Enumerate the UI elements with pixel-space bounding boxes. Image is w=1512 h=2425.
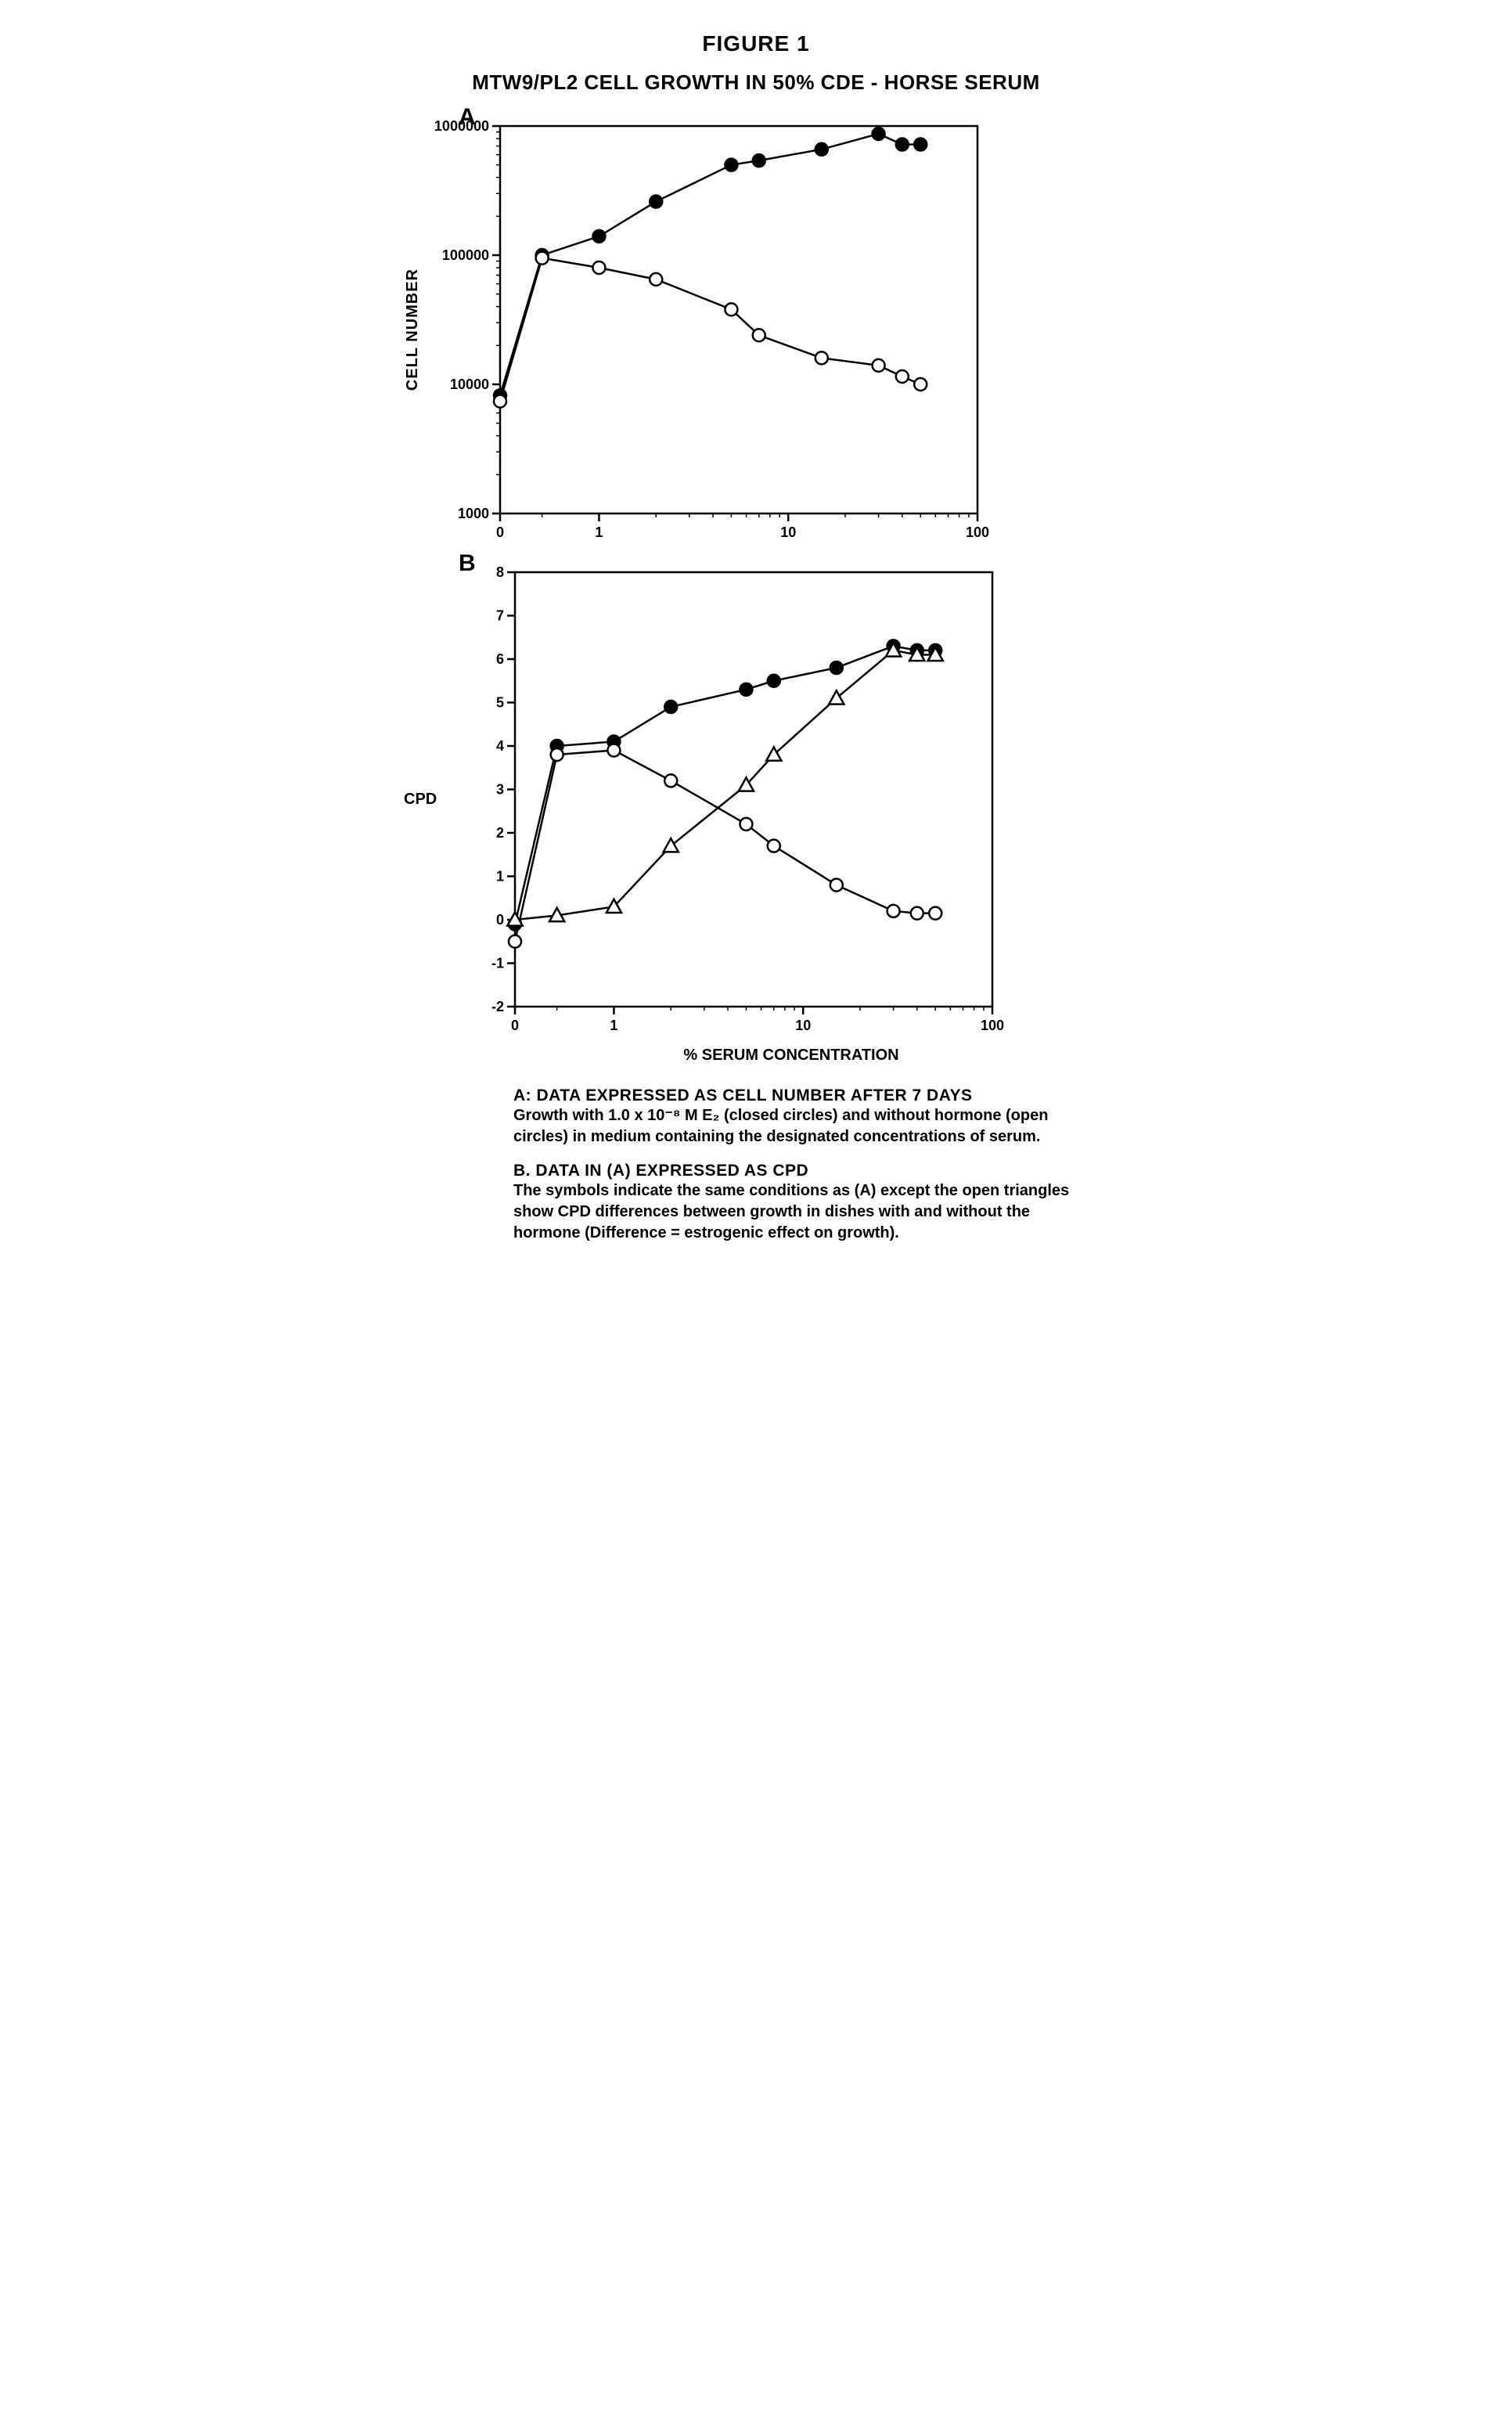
svg-text:100: 100 bbox=[981, 1018, 1004, 1033]
svg-text:4: 4 bbox=[496, 738, 504, 754]
svg-text:100: 100 bbox=[966, 524, 989, 540]
caption-b-body: The symbols indicate the same conditions… bbox=[513, 1180, 1077, 1244]
caption-a-head: A: DATA EXPRESSED AS CELL NUMBER AFTER 7… bbox=[513, 1086, 1077, 1105]
panel-b-block: B CPD -2-10123456780110100 % SERUM CONCE… bbox=[404, 557, 1108, 1065]
svg-text:8: 8 bbox=[496, 564, 504, 580]
panel-a-label: A bbox=[459, 104, 476, 131]
svg-text:100000: 100000 bbox=[442, 247, 489, 263]
svg-text:10: 10 bbox=[795, 1018, 811, 1033]
panel-a-block: A CELL NUMBER 10001000010000010000000110… bbox=[404, 110, 1108, 549]
svg-text:-1: -1 bbox=[491, 956, 504, 971]
x-axis-label: % SERUM CONCENTRATION bbox=[474, 1047, 1108, 1065]
svg-text:0: 0 bbox=[496, 524, 504, 540]
caption-a-body: Growth with 1.0 x 10⁻⁸ M E₂ (closed circ… bbox=[513, 1105, 1077, 1148]
svg-text:10: 10 bbox=[780, 524, 796, 540]
panel-a-ylabel: CELL NUMBER bbox=[404, 268, 422, 391]
panel-b-ylabel: CPD bbox=[404, 791, 437, 809]
svg-text:1: 1 bbox=[595, 524, 603, 540]
svg-text:5: 5 bbox=[496, 695, 504, 711]
panel-a-chart: 10001000010000010000000110100 bbox=[430, 110, 993, 549]
figure-title: FIGURE 1 bbox=[404, 31, 1108, 56]
svg-text:-2: -2 bbox=[491, 999, 504, 1014]
svg-text:6: 6 bbox=[496, 651, 504, 667]
svg-text:1000: 1000 bbox=[458, 506, 489, 521]
svg-text:2: 2 bbox=[496, 825, 504, 841]
svg-text:10000: 10000 bbox=[450, 377, 489, 392]
svg-text:0: 0 bbox=[511, 1018, 519, 1033]
caption-block: A: DATA EXPRESSED AS CELL NUMBER AFTER 7… bbox=[404, 1086, 1108, 1244]
svg-text:3: 3 bbox=[496, 782, 504, 798]
svg-text:7: 7 bbox=[496, 608, 504, 624]
figure-subtitle: MTW9/PL2 CELL GROWTH IN 50% CDE - HORSE … bbox=[404, 70, 1108, 95]
panel-b-label: B bbox=[459, 550, 476, 577]
caption-b-head: B. DATA IN (A) EXPRESSED AS CPD bbox=[513, 1162, 1077, 1180]
svg-text:0: 0 bbox=[496, 912, 504, 928]
svg-text:1: 1 bbox=[610, 1018, 618, 1033]
svg-text:1: 1 bbox=[496, 869, 504, 885]
panel-b-chart: -2 -1 0 1 2 3 4 5 6 7 8 0 1 10 100 bbox=[445, 557, 1008, 1042]
